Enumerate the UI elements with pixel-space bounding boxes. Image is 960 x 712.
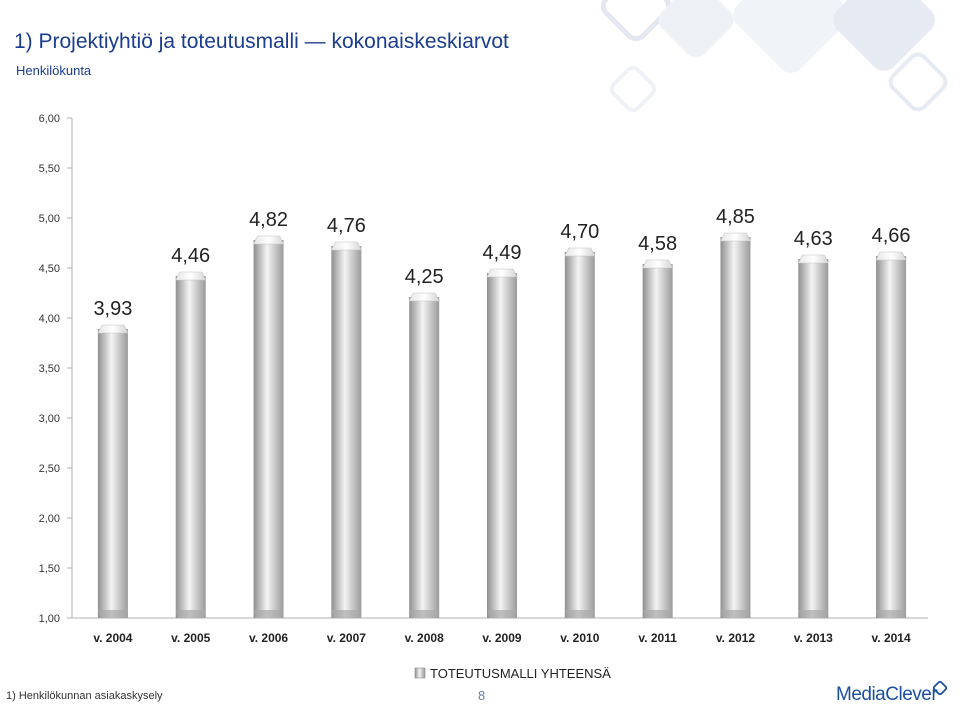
x-tick-label: v. 2004 xyxy=(93,631,132,645)
bar-body xyxy=(564,252,595,618)
bar xyxy=(719,232,751,618)
logo: MediaClever xyxy=(836,680,948,708)
x-axis: v. 2004 v. 2005 v. 2006 v. 2007 v. 2008 v. 20… xyxy=(72,617,928,645)
bar-series: 3,93 4,46 4,82 4,76 4,25 4,49 4,70 4,58 4,85 4,63… xyxy=(93,206,911,618)
bar-base xyxy=(331,610,362,618)
bar-base xyxy=(175,610,206,618)
bar-cap xyxy=(486,268,518,278)
bar-cap xyxy=(175,271,207,281)
y-tick-label: 4,00 xyxy=(39,313,60,325)
bar-body xyxy=(253,240,284,618)
page-title: 1) Projektiyhtiö ja toteutusmalli — koko… xyxy=(14,30,509,53)
data-label: 4,49 xyxy=(483,242,522,264)
legend: TOTEUTUSMALLI YHTEENSÄ xyxy=(414,666,611,681)
bar-cap xyxy=(253,235,285,245)
data-label: 4,25 xyxy=(405,266,444,288)
x-tick-label: v. 2010 xyxy=(560,631,599,645)
y-tick-label: 3,00 xyxy=(39,413,60,425)
bar-base xyxy=(564,610,595,618)
data-label: 4,46 xyxy=(171,245,210,267)
legend-swatch xyxy=(414,667,426,679)
bar-body xyxy=(97,329,128,618)
y-tick-label: 4,50 xyxy=(39,263,60,275)
y-tick-label: 2,00 xyxy=(39,513,60,525)
x-tick-label: v. 2014 xyxy=(872,631,911,645)
bar xyxy=(330,241,362,618)
bar xyxy=(175,271,207,618)
legend-label: TOTEUTUSMALLI YHTEENSÄ xyxy=(430,666,611,681)
x-tick-label: v. 2006 xyxy=(249,631,288,645)
bar xyxy=(97,324,129,618)
bar-body xyxy=(487,273,517,618)
bar-cap xyxy=(642,259,674,269)
data-label: 4,82 xyxy=(249,209,288,231)
bar-base xyxy=(409,610,440,618)
x-tick-label: v. 2011 xyxy=(638,631,677,645)
bar xyxy=(408,292,440,618)
data-label: 4,85 xyxy=(716,206,755,228)
x-tick-label: v. 2013 xyxy=(794,631,833,645)
data-label: 3,93 xyxy=(93,298,132,320)
page-subtitle: Henkilökunta xyxy=(16,63,92,78)
x-tick-label: v. 2008 xyxy=(405,631,444,645)
y-tick-label: 6,00 xyxy=(39,113,60,125)
y-tick-label: 5,50 xyxy=(39,163,60,175)
data-label: 4,66 xyxy=(872,225,911,247)
bar-body xyxy=(798,259,829,618)
bar-base xyxy=(798,610,829,618)
logo-text: MediaClever xyxy=(836,684,938,705)
bar-cap xyxy=(719,232,751,242)
page-number: 8 xyxy=(478,688,486,703)
bar-cap xyxy=(564,247,596,257)
y-tick-label: 5,00 xyxy=(39,213,60,225)
y-tick-label: 3,50 xyxy=(39,363,60,375)
source-note: 1) Henkilökunnan asiakaskysely xyxy=(6,690,163,702)
bar-body xyxy=(642,264,673,618)
x-tick-label: v. 2005 xyxy=(171,631,210,645)
data-label: 4,63 xyxy=(794,228,833,250)
x-tick-label: v. 2012 xyxy=(716,631,755,645)
bar-base xyxy=(487,610,517,618)
x-tick-label: v. 2007 xyxy=(327,631,366,645)
bar xyxy=(564,247,596,618)
y-axis: 1,00 1,50 2,00 2,50 3,00 3,50 4,00 4,50 5,00 5,50… xyxy=(39,113,73,625)
bar-base xyxy=(876,610,907,618)
logo-mark-icon xyxy=(932,680,948,696)
bar-body xyxy=(876,256,907,618)
bar-cap xyxy=(408,292,440,302)
decorative-shapes xyxy=(600,0,948,113)
bar-base xyxy=(720,610,751,618)
bar-body xyxy=(175,276,206,618)
y-tick-label: 1,00 xyxy=(39,613,60,625)
bar-base xyxy=(253,610,284,618)
y-tick-label: 1,50 xyxy=(39,563,60,575)
data-label: 4,70 xyxy=(560,221,599,243)
x-tick-label: v. 2009 xyxy=(482,631,521,645)
bar-cap xyxy=(97,324,129,334)
bar xyxy=(486,268,518,618)
bar-body xyxy=(720,237,751,618)
bar xyxy=(253,235,285,618)
y-tick-label: 2,50 xyxy=(39,463,60,475)
data-label: 4,58 xyxy=(638,233,677,255)
bar xyxy=(797,254,829,618)
bar-cap xyxy=(875,251,907,261)
bar-body xyxy=(409,297,440,618)
bar-base xyxy=(642,610,673,618)
bar-cap xyxy=(797,254,829,264)
bar-body xyxy=(331,246,362,618)
bar xyxy=(642,259,674,618)
bar-cap xyxy=(330,241,362,251)
bar xyxy=(875,251,907,618)
data-label: 4,76 xyxy=(327,215,366,237)
bar-base xyxy=(97,610,128,618)
